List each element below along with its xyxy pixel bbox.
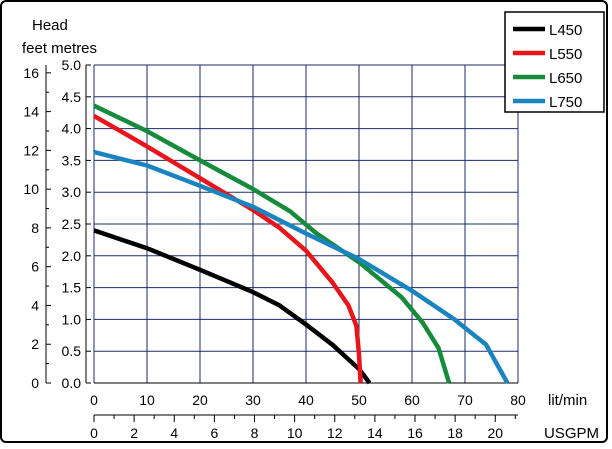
x-tick-label: 30 <box>245 392 261 408</box>
metres-tick-label: 5.0 <box>62 57 82 73</box>
metres-tick-label: 3.0 <box>62 184 82 200</box>
feet-tick-label: 10 <box>23 181 39 197</box>
feet-tick-label: 14 <box>23 104 39 120</box>
legend-label-l750: L750 <box>549 94 582 111</box>
feet-tick-label: 16 <box>23 65 39 81</box>
usgpm-tick-label: 2 <box>130 425 138 441</box>
axes <box>45 64 518 422</box>
metres-tick-label: 4.0 <box>62 121 82 137</box>
feet-tick-label: 4 <box>31 297 39 313</box>
usgpm-tick-label: 14 <box>367 425 383 441</box>
feet-tick-label: 12 <box>23 142 39 158</box>
usgpm-tick-label: 10 <box>287 425 303 441</box>
usgpm-tick-label: 16 <box>407 425 423 441</box>
x-tick-label: 60 <box>404 392 420 408</box>
x-tick-label: 10 <box>139 392 155 408</box>
legend: L450 L550 L650 L750 <box>504 11 605 113</box>
feet-tick-label: 0 <box>31 375 39 391</box>
series-lines <box>92 103 510 385</box>
feet-tick-label: 6 <box>31 259 39 275</box>
metres-tick-label: 4.5 <box>62 89 82 105</box>
x-tick-label: 50 <box>351 392 367 408</box>
usgpm-tick-label: 0 <box>90 425 98 441</box>
head-units: feet metres <box>22 40 97 57</box>
usgpm-tick-label: 12 <box>327 425 343 441</box>
head-title: Head <box>32 17 68 34</box>
usgpm-tick-label: 20 <box>487 425 503 441</box>
feet-tick-label: 2 <box>31 336 39 352</box>
feet-tick-label: 8 <box>31 220 39 236</box>
series-line-l750 <box>93 149 510 385</box>
metres-tick-label: 0.5 <box>62 343 82 359</box>
series-line-l650 <box>93 103 452 384</box>
x-tick-label: 0 <box>90 392 98 408</box>
legend-label-l450: L450 <box>549 22 582 39</box>
x-tick-label: 20 <box>192 392 208 408</box>
metres-tick-label: 1.5 <box>62 280 82 296</box>
metres-tick-label: 1.0 <box>62 311 82 327</box>
metres-tick-label: 0.0 <box>62 375 82 391</box>
tick-labels: 0.0 0.5 1.0 1.5 2.0 2.5 3.0 3.5 4.0 4.5 5.0 0 2 4 6 8 10… <box>22 17 599 442</box>
legend-label-l550: L550 <box>549 46 582 63</box>
x-tick-label: 80 <box>510 392 526 408</box>
series-line-l450 <box>93 228 372 385</box>
usgpm-axis-title: USGPM <box>544 425 599 442</box>
metres-tick-label: 2.5 <box>62 216 82 232</box>
legend-label-l650: L650 <box>549 70 582 87</box>
usgpm-tick-label: 4 <box>170 425 178 441</box>
x-tick-label: 70 <box>457 392 473 408</box>
metres-tick-label: 2.0 <box>62 248 82 264</box>
grid-lines <box>93 64 519 384</box>
x-tick-label: 40 <box>298 392 314 408</box>
usgpm-tick-label: 6 <box>210 425 218 441</box>
x-axis-title: lit/min <box>548 392 587 409</box>
usgpm-tick-label: 18 <box>447 425 463 441</box>
metres-tick-label: 3.5 <box>62 152 82 168</box>
usgpm-tick-label: 8 <box>251 425 259 441</box>
series-line-l550 <box>92 113 363 384</box>
